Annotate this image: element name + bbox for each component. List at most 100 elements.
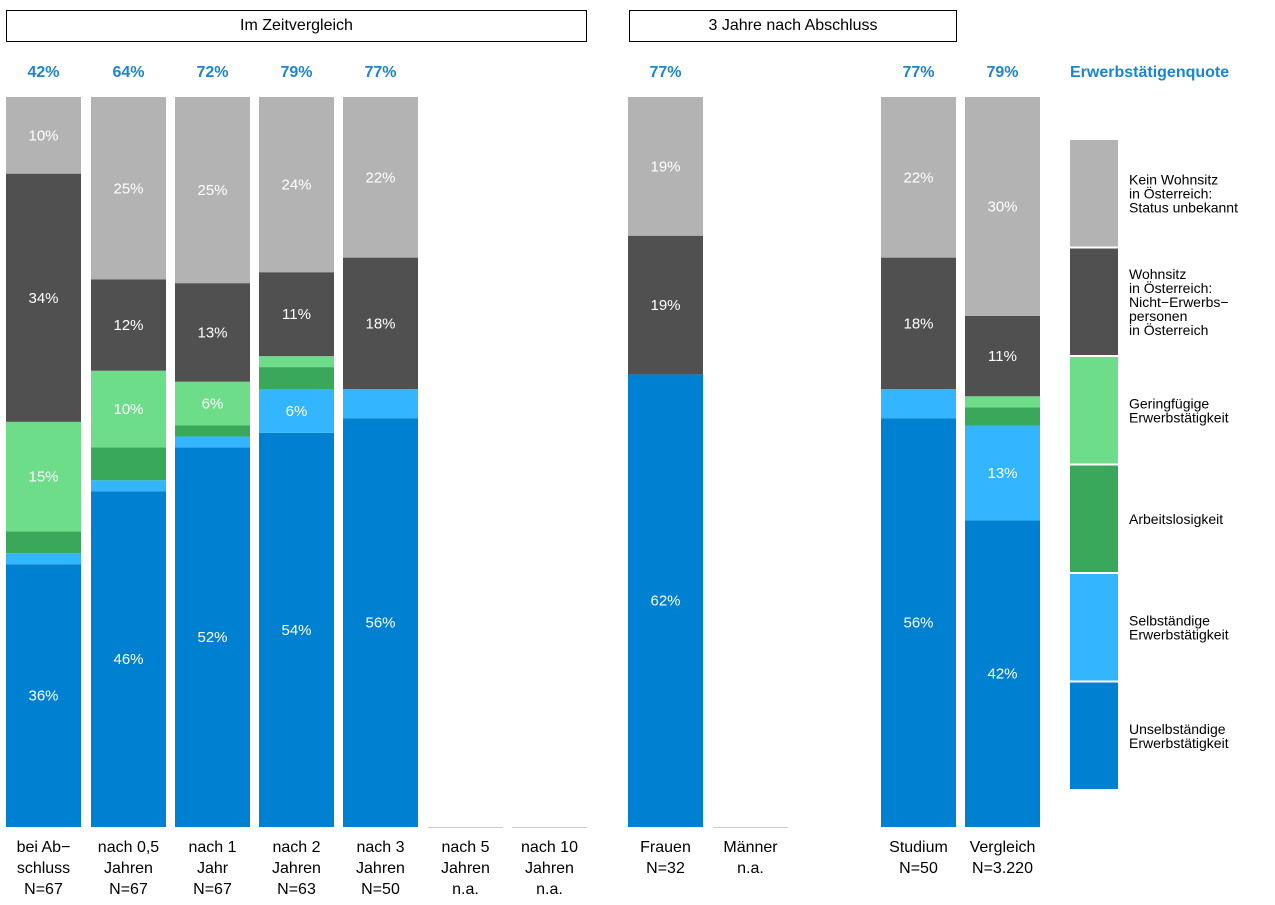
segment-label: 15% [28,469,58,486]
x-axis-label: N=63 [277,881,316,898]
employment-rate-label: 72% [196,64,228,81]
bar-segment-unselbstaendig [175,447,250,827]
bar-segment-kein_wohnsitz [881,97,956,258]
employment-rate-label: 77% [649,64,681,81]
bar-segment-kein_wohnsitz [628,97,703,236]
employment-rate-label: 79% [280,64,312,81]
bar-segment-geringfuegig [259,356,334,368]
segment-label: 25% [113,180,143,197]
legend-swatch-selbstaendig [1070,574,1118,681]
bar-segment-unselbstaendig [881,418,956,827]
legend-label: Selbständige [1129,612,1210,628]
bar-segment-unselbstaendig [628,374,703,827]
x-axis-label: nach 3 [356,839,404,856]
x-axis-label: Jahren [441,860,490,877]
x-axis-label: Jahren [525,860,574,877]
legend-label: Wohnsitz [1129,266,1186,282]
bar-segment-selbstaendig [175,436,250,448]
segment-label: 10% [113,401,143,418]
bar-segment-kein_wohnsitz [343,97,418,258]
bar-segment-nicht_erwerb [965,316,1040,397]
bar-segment-arbeitslos [175,425,250,437]
bar-segment-geringfuegig [91,370,166,448]
segment-label: 30% [987,199,1017,216]
bar-segment-nicht_erwerb [6,173,81,422]
x-axis-label: N=50 [899,860,938,877]
x-axis-label: nach 1 [188,839,236,856]
bar-segment-nicht_erwerb [259,272,334,357]
x-axis-label: schluss [17,860,70,877]
segment-label: 34% [28,290,58,307]
legend-label: Erwerbstätigkeit [1129,735,1229,751]
legend-label: Geringfügige [1129,395,1209,411]
segment-label: 10% [28,127,58,144]
segment-label: 25% [197,182,227,199]
legend-label: personen [1129,308,1187,324]
bar-segment-unselbstaendig [965,520,1040,827]
x-axis-label: n.a. [737,860,764,877]
x-axis-label: n.a. [452,881,479,898]
bar-segment-nicht_erwerb [628,235,703,375]
x-axis-label: N=32 [646,860,685,877]
legend-title: Erwerbstätigenquote [1070,64,1229,81]
segment-label: 19% [650,158,680,175]
bar-segment-unselbstaendig [259,432,334,827]
bar-segment-selbstaendig [91,480,166,492]
segment-label: 19% [650,297,680,314]
x-axis-label: nach 5 [441,839,489,856]
employment-rate-label: 77% [364,64,396,81]
x-axis-label: Männer [723,839,778,856]
bar-segment-kein_wohnsitz [91,97,166,280]
bar-segment-arbeitslos [91,447,166,481]
bar-segment-arbeitslos [6,531,81,554]
segment-label: 13% [987,465,1017,482]
bar-segment-selbstaendig [259,389,334,433]
bar-segment-arbeitslos [259,367,334,389]
x-axis-label: N=67 [193,881,232,898]
x-axis-label: N=50 [361,881,400,898]
employment-rate-label: 42% [27,64,59,81]
legend-label: in Österreich: [1129,184,1212,201]
x-axis-label: Jahren [272,860,321,877]
employment-rate-label: 77% [902,64,934,81]
legend-swatch-arbeitslos [1070,465,1118,572]
bar-segment-kein_wohnsitz [175,97,250,284]
legend-swatch-nicht_erwerb [1070,248,1118,355]
panel-header-zeitvergleich: Im Zeitvergleich [6,10,587,42]
x-axis-label: Jahr [197,860,229,877]
employment-rate-label: 79% [986,64,1018,81]
segment-label: 11% [282,306,311,323]
segment-label: 56% [903,615,933,632]
segment-label: 46% [113,651,143,668]
segment-label: 18% [365,315,395,332]
bar-segment-unselbstaendig [91,491,166,827]
bar-segment-nicht_erwerb [91,279,166,371]
segment-label: 54% [281,622,311,639]
bar-segment-selbstaendig [6,553,81,565]
bar-segment-geringfuegig [6,421,81,532]
x-axis-label: nach 0,5 [98,839,159,856]
x-axis-label: nach 2 [272,839,320,856]
bar-segment-geringfuegig [965,396,1040,408]
legend-label: Nicht−Erwerbs− [1129,294,1229,310]
legend-label: Arbeitslosigkeit [1129,511,1223,527]
x-axis-label: N=3.220 [972,860,1033,877]
segment-label: 22% [365,169,395,186]
bar-segment-selbstaendig [881,389,956,419]
segment-label: 36% [28,688,58,705]
x-axis-label: Vergleich [970,839,1036,856]
segment-label: 24% [281,177,311,194]
bar-segment-kein_wohnsitz [259,97,334,273]
bar-segment-selbstaendig [343,389,418,419]
x-axis-label: n.a. [536,881,563,898]
legend-label: in Österreich: [1129,279,1212,296]
bar-segment-nicht_erwerb [343,257,418,389]
legend-label: Erwerbstätigkeit [1129,626,1229,642]
bar-segment-kein_wohnsitz [6,97,81,174]
segment-label: 6% [286,403,308,420]
x-axis-label: Jahren [104,860,153,877]
bar-segment-arbeitslos [965,407,1040,426]
bar-segment-nicht_erwerb [175,283,250,382]
x-axis-label: Studium [889,839,948,856]
legend-swatch-unselbstaendig [1070,682,1118,789]
